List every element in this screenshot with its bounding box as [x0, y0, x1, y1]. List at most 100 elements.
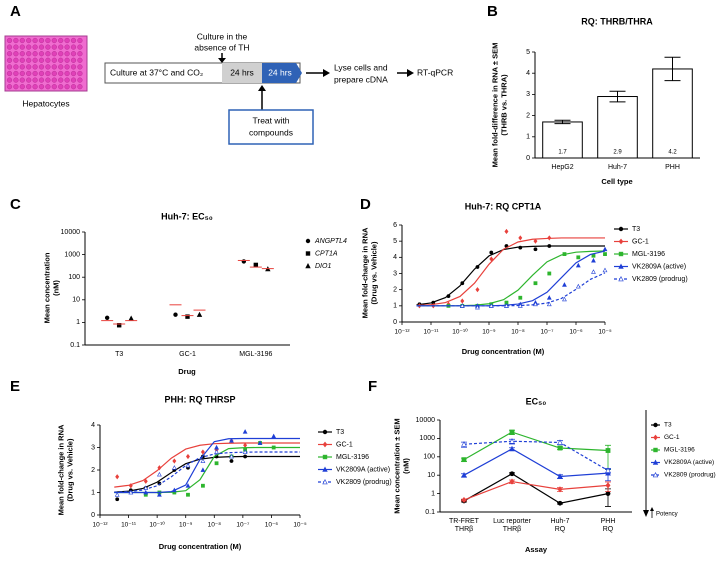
marker [509, 445, 515, 452]
x-tick-label: 10⁻¹² [395, 329, 411, 336]
marker [518, 295, 523, 300]
marker [461, 496, 467, 504]
y-tick-label: 5 [393, 238, 397, 245]
marker [547, 271, 552, 276]
well [19, 64, 25, 70]
x-tick-label: TR-FRET [449, 518, 480, 525]
well [64, 84, 70, 90]
marker [104, 315, 110, 320]
y-tick-label: 2 [526, 112, 530, 119]
well [58, 77, 64, 83]
well [51, 37, 57, 44]
marker [214, 449, 219, 454]
well [70, 64, 77, 70]
marker [157, 465, 162, 471]
marker [509, 429, 515, 435]
treat-note: compounds [249, 127, 293, 137]
marker [605, 491, 611, 496]
x-axis-title: Assay [525, 545, 548, 554]
y-tick-label: 3 [393, 270, 397, 277]
marker [143, 485, 149, 490]
y-axis-title: (nM) [401, 458, 410, 474]
x-tick-label: Huh-7 [550, 518, 569, 525]
y-tick-label: 10 [72, 297, 80, 304]
y-axis-title: Mean fold-change in RNA [360, 227, 369, 318]
marker [557, 473, 563, 479]
culture-note: absence of TH [194, 42, 249, 52]
marker [605, 482, 611, 489]
marker [652, 472, 659, 478]
marker [214, 461, 219, 466]
marker [229, 459, 234, 463]
well [32, 44, 38, 50]
marker [171, 487, 177, 493]
y-tick-label: 3 [91, 444, 95, 451]
marker [518, 245, 523, 250]
series-line [463, 448, 609, 478]
marker [271, 433, 277, 439]
marker [253, 262, 259, 268]
marker [653, 447, 658, 453]
x-tick-label: GC-1 [179, 351, 196, 358]
y-tick-label: 100 [68, 274, 80, 281]
well [26, 37, 32, 44]
data-label: 1.7 [558, 150, 567, 156]
y-tick-label: 10000 [61, 229, 81, 236]
marker [114, 492, 120, 497]
well [45, 57, 51, 63]
marker [200, 458, 206, 463]
well [77, 57, 83, 63]
well [26, 51, 32, 57]
well [26, 84, 32, 90]
well [45, 64, 51, 70]
well [51, 64, 57, 70]
well [51, 77, 57, 83]
well [64, 37, 70, 44]
arrow-head [650, 507, 654, 511]
legend-label: T3 [664, 422, 672, 429]
marker [603, 252, 607, 257]
y-tick-label: 2 [393, 287, 397, 294]
data-label: 4.2 [668, 150, 677, 156]
well [45, 51, 51, 57]
x-tick-label: 10⁻⁵ [293, 522, 307, 529]
marker [115, 474, 120, 480]
well [38, 57, 45, 63]
well [51, 84, 57, 90]
well [45, 37, 51, 44]
x-tick-label: 10⁻⁸ [208, 522, 222, 529]
arrow-head [323, 69, 330, 77]
period-box [262, 63, 302, 83]
marker [575, 262, 581, 268]
well [6, 44, 13, 50]
marker [200, 467, 206, 472]
marker [605, 448, 611, 453]
well [77, 84, 83, 90]
panel-label: A [10, 3, 21, 20]
readout: RT-qPCR [417, 67, 453, 77]
well [58, 51, 64, 57]
y-tick-label: 0 [526, 155, 530, 162]
x-axis-title: Drug concentration (M) [159, 542, 242, 551]
annotation: Potency [656, 512, 678, 518]
cell-label: Hepatocytes [22, 98, 69, 108]
marker [557, 445, 563, 451]
y-tick-label: 4 [393, 254, 397, 261]
marker [489, 256, 494, 262]
marker [322, 454, 328, 460]
data-label: 2.9 [613, 150, 622, 156]
well [19, 37, 25, 44]
legend-label: VK2809A (active) [664, 459, 714, 466]
x-tick-label: PHH [601, 518, 616, 525]
marker [546, 301, 552, 307]
x-tick-label: T3 [115, 351, 123, 358]
y-axis-title: (Drug vs. Vehicle) [369, 241, 378, 304]
marker [171, 465, 177, 470]
well [32, 37, 38, 44]
legend-label: DIO1 [315, 263, 331, 270]
well [38, 44, 45, 50]
marker [575, 283, 581, 289]
marker [460, 298, 465, 304]
y-tick-label: 0.1 [425, 509, 435, 516]
marker [461, 457, 467, 463]
